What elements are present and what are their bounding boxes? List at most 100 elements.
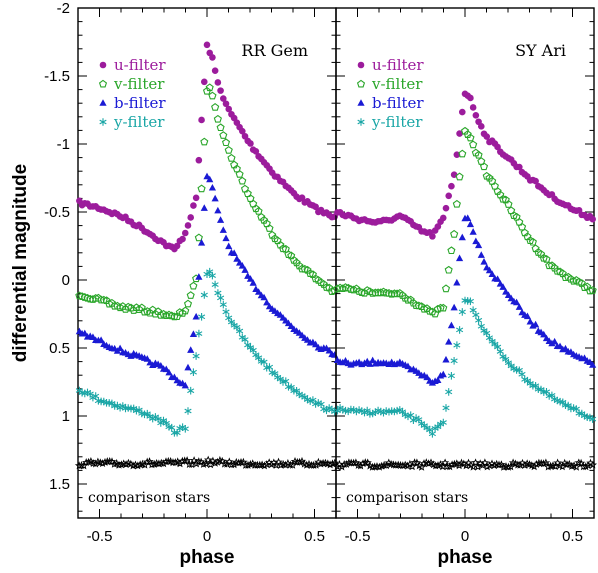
data-point — [450, 303, 458, 311]
data-point — [200, 291, 208, 299]
series-y-filter — [75, 267, 339, 437]
data-point — [589, 215, 596, 223]
data-point — [200, 137, 209, 146]
data-point — [129, 306, 138, 314]
data-point — [77, 460, 86, 469]
data-point — [480, 258, 488, 265]
data-point — [354, 460, 363, 469]
data-point — [523, 312, 532, 320]
data-point — [420, 304, 429, 313]
data-point — [260, 293, 268, 301]
data-point — [534, 458, 544, 467]
data-point — [168, 423, 176, 432]
data-point — [157, 458, 166, 467]
data-point — [574, 458, 583, 467]
data-point — [227, 153, 236, 162]
data-point — [532, 177, 539, 185]
data-point — [198, 116, 205, 124]
data-point — [219, 131, 228, 139]
data-point — [81, 329, 89, 337]
data-point — [517, 222, 527, 231]
data-point — [140, 307, 149, 316]
data-point — [450, 229, 459, 238]
data-point — [474, 241, 483, 249]
data-point — [325, 346, 333, 354]
data-point — [246, 194, 255, 202]
data-point — [589, 361, 597, 368]
data-point — [205, 83, 214, 92]
data-point — [472, 111, 480, 119]
data-point — [236, 457, 246, 466]
data-point — [215, 455, 225, 465]
legend-entry: b-filter — [114, 94, 166, 112]
data-point — [255, 288, 263, 295]
x-axis-label-right: phase — [438, 547, 493, 568]
data-point — [181, 306, 190, 315]
data-point — [220, 459, 229, 468]
data-point — [494, 143, 501, 151]
data-point — [217, 87, 224, 94]
data-point — [282, 377, 290, 385]
data-point — [312, 203, 319, 211]
data-point — [203, 41, 211, 49]
data-point — [246, 275, 255, 282]
y-tick-label: 1 — [62, 408, 70, 425]
series-b-filter — [333, 214, 597, 386]
data-point — [173, 242, 181, 250]
data-point — [458, 149, 467, 158]
data-point — [214, 79, 222, 86]
series-y-filter — [333, 296, 597, 438]
data-point — [338, 284, 347, 293]
data-point — [116, 344, 124, 352]
data-point — [439, 303, 448, 312]
data-point — [143, 409, 151, 418]
data-point — [246, 459, 255, 469]
data-point — [189, 330, 198, 338]
legend-marker-y-filter — [99, 118, 107, 126]
data-point — [230, 249, 238, 257]
data-point — [127, 404, 135, 413]
data-point — [151, 309, 160, 318]
data-point — [238, 176, 247, 185]
data-point — [434, 423, 442, 431]
data-point — [224, 146, 233, 154]
data-point — [98, 459, 107, 468]
data-point — [467, 94, 474, 102]
data-point — [249, 279, 257, 286]
legend-entry: y-filter — [371, 113, 423, 131]
data-point — [531, 244, 540, 253]
data-point — [162, 365, 170, 373]
data-point — [456, 326, 464, 334]
data-point — [189, 456, 199, 465]
data-point — [450, 357, 458, 365]
data-point — [580, 283, 589, 291]
data-point — [428, 430, 436, 438]
data-point — [165, 368, 173, 376]
data-point — [195, 156, 203, 164]
data-point — [243, 460, 253, 469]
panel-title: SY Ari — [515, 41, 566, 60]
data-point — [477, 123, 485, 130]
data-point — [541, 458, 551, 467]
data-point — [480, 458, 490, 467]
data-point — [171, 458, 180, 467]
legend-entry: v-filter — [371, 75, 423, 93]
data-point — [145, 308, 155, 317]
data-point — [539, 459, 548, 468]
legend-marker-u-filter — [357, 61, 365, 69]
data-point — [186, 291, 195, 299]
data-point — [445, 388, 453, 396]
data-point — [295, 457, 304, 466]
data-point — [490, 181, 499, 190]
data-point — [333, 406, 341, 415]
series-comparison-stars — [332, 458, 598, 471]
x-tick-label: -0.5 — [87, 528, 113, 545]
data-point — [439, 370, 447, 378]
series-u-filter — [334, 90, 596, 240]
legend-entry: u-filter — [372, 56, 424, 74]
data-point — [252, 147, 260, 155]
data-point — [450, 459, 459, 468]
data-point — [589, 415, 597, 423]
comparison-stars-label: comparison stars — [88, 490, 210, 506]
data-point — [197, 239, 206, 246]
